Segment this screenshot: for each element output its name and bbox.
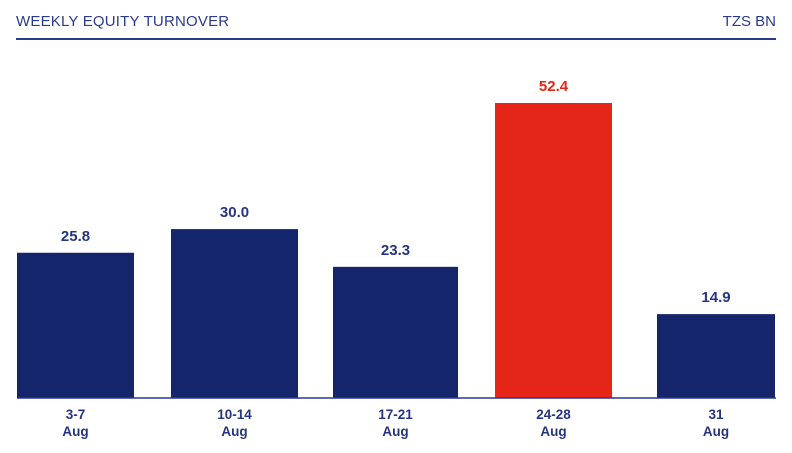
x-tick-label-1-line2: Aug: [221, 424, 247, 439]
header-divider: [16, 38, 776, 40]
value-label-2: 23.3: [381, 242, 410, 259]
x-tick-label-1-line1: 10-14: [217, 407, 252, 422]
value-label-1: 30.0: [220, 204, 249, 221]
x-tick-label-0-line1: 3-7: [66, 407, 86, 422]
value-label-0: 25.8: [61, 228, 90, 245]
x-tick-label-2-line2: Aug: [382, 424, 408, 439]
bar-0: [17, 252, 134, 398]
x-tick-label-0-line2: Aug: [62, 424, 88, 439]
bar-1: [171, 229, 298, 398]
x-tick-label-4-line1: 31: [708, 407, 724, 422]
value-label-4: 14.9: [701, 289, 730, 306]
bar-3: [495, 103, 612, 398]
chart-title: WEEKLY EQUITY TURNOVER: [16, 13, 230, 30]
x-tick-label-2-line1: 17-21: [378, 407, 413, 422]
x-tick-label-3-line1: 24-28: [536, 407, 571, 422]
bar-4: [657, 314, 775, 398]
value-label-3: 52.4: [539, 78, 569, 95]
bar-2: [333, 266, 458, 398]
unit-label: TZS BN: [722, 13, 776, 30]
x-tick-label-4-line2: Aug: [703, 424, 729, 439]
x-tick-label-3-line2: Aug: [540, 424, 566, 439]
